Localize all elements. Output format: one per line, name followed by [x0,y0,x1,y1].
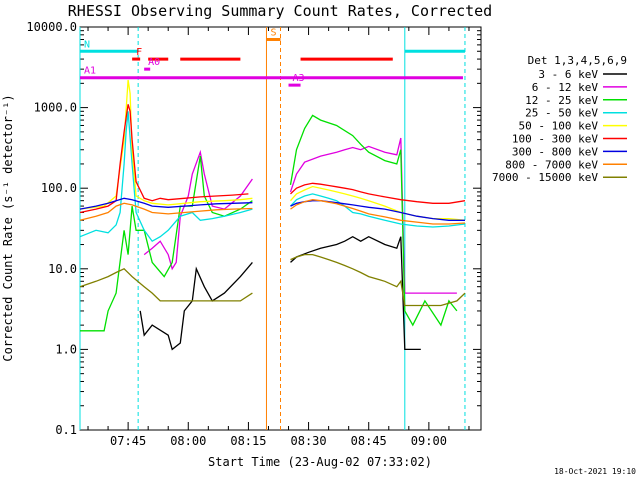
y-tick-label: 0.1 [55,423,77,437]
legend-entry-label: 7000 - 15000 keV [492,171,598,184]
y-tick-label: 1.0 [55,342,77,356]
x-axis-ticks: 07:45 08:00 08:15 08:30 08:45 09:00 [87,27,470,448]
y-tick-label: 10.0 [48,262,77,276]
flag-label: A0 [148,57,160,68]
x-tick-label: 08:45 [351,434,387,448]
data-series [79,79,466,351]
vertical-markers [79,27,466,430]
x-tick-label: 08:00 [170,434,206,448]
x-tick-label: 07:45 [110,434,146,448]
legend-title: Det 1,3,4,5,6,9 [528,54,627,67]
legend-entry-label: 6 - 12 keV [532,81,599,94]
timestamp: 18-Oct-2021 19:10 [554,467,636,476]
legend-entry-label: 800 - 7000 keV [505,158,598,171]
flag-label: N [84,39,90,50]
legend-entry-label: 25 - 50 keV [525,107,598,120]
chart-title: RHESSI Observing Summary Count Rates, Co… [68,2,492,20]
y-tick-label: 100.0 [41,181,77,195]
flag-label: S [270,27,276,38]
y-tick-label: 1000.0 [34,101,77,115]
x-axis-label: Start Time (23-Aug-02 07:33:02) [208,455,432,469]
flag-label: F [136,47,142,58]
flag-label: A3 [293,73,305,84]
y-axis-ticks: 0.1 1.0 10.0 100.0 1000.0 10000.0 [26,20,481,437]
x-tick-label: 09:00 [411,434,447,448]
legend-entry-label: 50 - 100 keV [519,120,599,133]
series-line-0 [139,235,421,351]
series-line-7 [79,199,466,225]
x-tick-label: 08:30 [291,434,327,448]
x-tick-label: 08:15 [230,434,266,448]
y-tick-label: 10000.0 [26,20,77,34]
legend-entry-label: 3 - 6 keV [538,68,598,81]
legend-entry-label: 100 - 300 keV [512,133,598,146]
flag-label: A1 [84,66,96,77]
series-line-3 [79,111,466,243]
series-line-8 [79,253,466,307]
legend-entry-label: 12 - 25 keV [525,94,598,107]
flag-bars: N S F A0 A1 A3 [80,27,465,87]
y-axis-label: Corrected Count Rate (s⁻¹ detector⁻¹) [1,94,15,361]
legend-entry-label: 300 - 800 keV [512,145,598,158]
